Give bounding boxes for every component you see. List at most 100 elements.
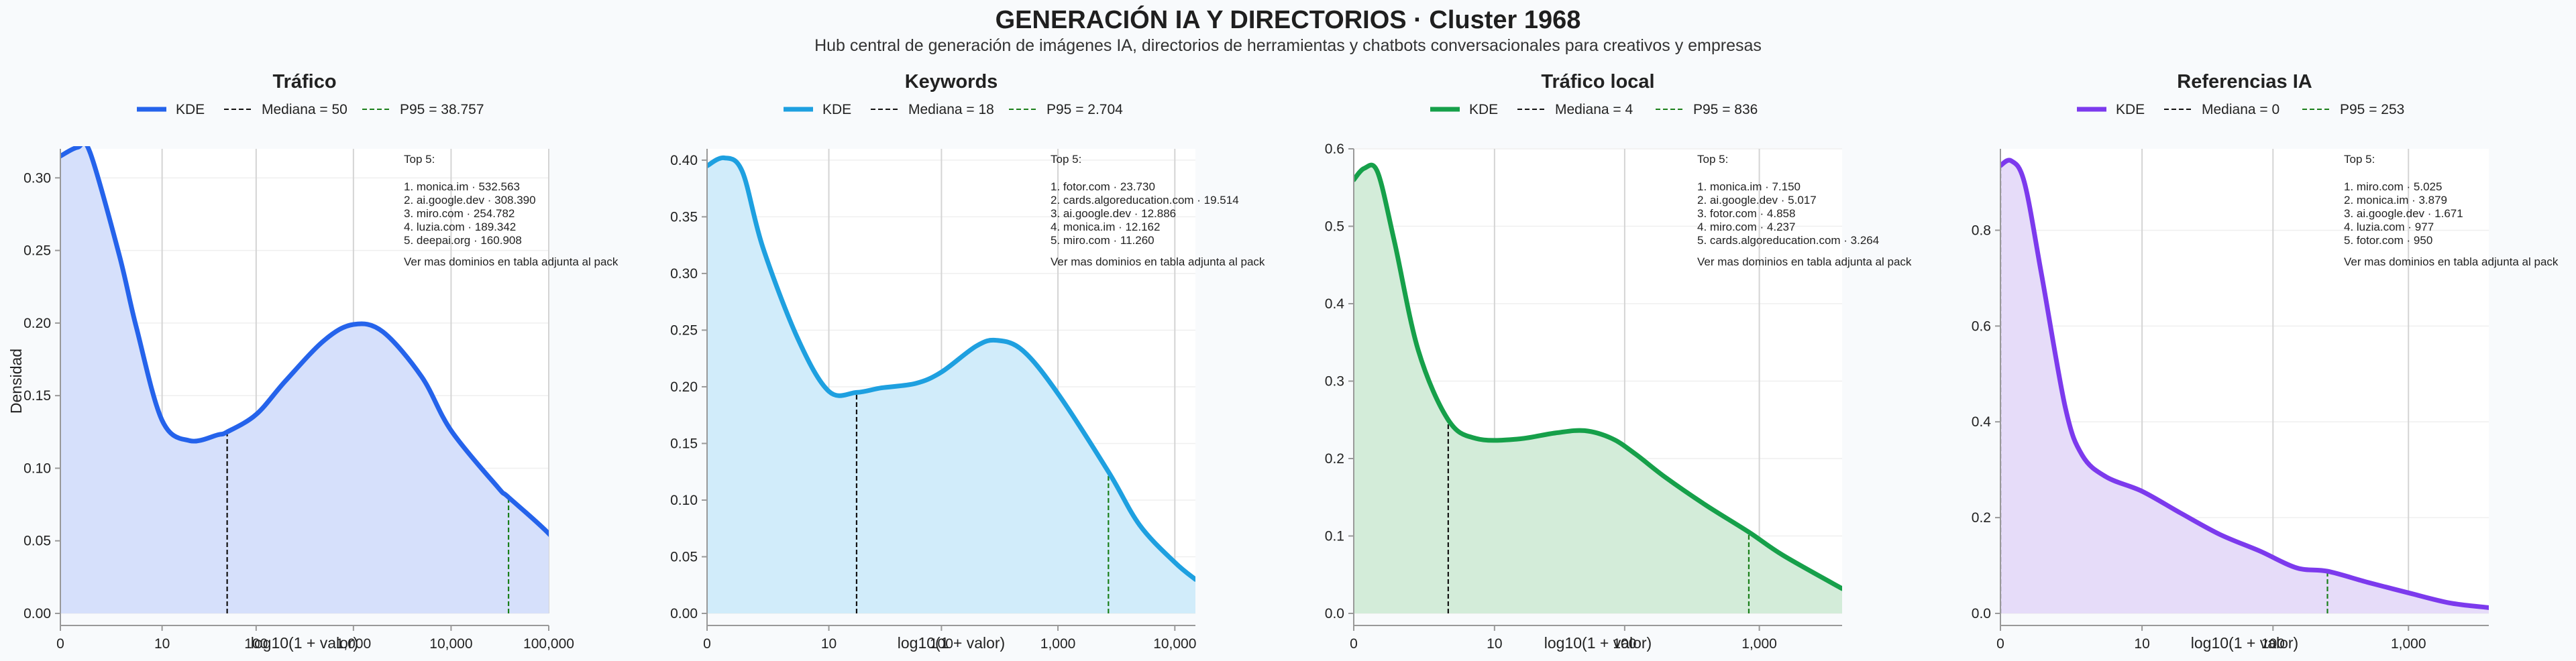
y-tick-label: 0.05 (23, 534, 51, 549)
x-tick-label: 10,000 (429, 636, 472, 652)
legend-p95-label: P95 = 836 (1693, 102, 1758, 117)
legend: KDE Mediana = 18 P95 = 2.704 (784, 102, 1123, 117)
top5-footer: Ver mas dominios en tabla adjunta al pac… (1697, 255, 1912, 268)
legend-p95-label: P95 = 2.704 (1046, 102, 1123, 117)
kde-area (2000, 160, 2489, 613)
x-tick-label: 100 (2261, 636, 2285, 652)
top5-item: 4. luzia.com · 977 (2344, 221, 2434, 233)
y-tick-label: 0.00 (23, 606, 51, 621)
x-tick-label: 10 (821, 636, 837, 652)
top5-item: 4. luzia.com · 189.342 (404, 221, 516, 233)
y-tick-label: 0.5 (1325, 219, 1344, 235)
y-tick-label: 0.3 (1325, 374, 1344, 389)
chart-panel-4: 0.0 0.2 0.4 0.6 0.8 0 10 100 1,000 Referencias IA… (1972, 71, 2559, 652)
top5-heading: Top 5: (404, 153, 435, 166)
top5-item: 1. monica.im · 532.563 (404, 180, 520, 193)
y-tick-label: 0.0 (1325, 606, 1344, 621)
legend-kde-label: KDE (1469, 102, 1498, 117)
top5-item: 2. ai.google.dev · 308.390 (404, 194, 536, 206)
legend-kde-label: KDE (822, 102, 851, 117)
y-tick-label: 0.25 (670, 322, 698, 338)
x-tick-label: 100,000 (523, 636, 574, 652)
y-tick-label: 0.00 (670, 606, 698, 621)
x-tick-label: 100 (1613, 636, 1636, 652)
legend-median-label: Mediana = 4 (1555, 102, 1633, 117)
panel-title: Referencias IA (2177, 71, 2312, 93)
x-tick-label: 0 (703, 636, 711, 652)
y-tick-label: 0.40 (670, 153, 698, 168)
top5-item: 2. ai.google.dev · 5.017 (1697, 194, 1817, 206)
plot-content (60, 146, 549, 613)
legend: KDE Mediana = 0 P95 = 253 (2077, 102, 2404, 117)
y-tick-label: 0.8 (1972, 223, 1991, 238)
top5-heading: Top 5: (1697, 153, 1728, 166)
legend-median-label: Mediana = 0 (2202, 102, 2279, 117)
top5-item: 2. cards.algoreducation.com · 19.514 (1051, 194, 1239, 206)
chart-panel-2: 0.00 0.05 0.10 0.15 0.20 0.25 0.30 0.35 0.40 0 10 1… (670, 71, 1265, 652)
x-tick-label: 100 (930, 636, 953, 652)
kde-line (60, 146, 549, 537)
top5-heading: Top 5: (2344, 153, 2375, 166)
kde-area (707, 158, 1195, 613)
y-tick-label: 0.4 (1972, 414, 1992, 430)
y-tick-label: 0.2 (1325, 451, 1344, 467)
x-tick-label: 10,000 (1153, 636, 1196, 652)
figure-title: GENERACIÓN IA Y DIRECTORIOS · Cluster 19… (996, 5, 1581, 34)
legend-p95-label: P95 = 253 (2340, 102, 2404, 117)
legend: KDE Mediana = 50 P95 = 38.757 (137, 102, 484, 117)
x-axis-label: log10(1 + valor) (251, 634, 358, 652)
top5-item: 3. miro.com · 254.782 (404, 207, 515, 220)
kde-line (707, 155, 1195, 582)
x-tick-label: 1,000 (1040, 636, 1076, 652)
x-axis-label: log10(1 + valor) (1544, 634, 1652, 652)
top5-footer: Ver mas dominios en tabla adjunta al pac… (404, 255, 619, 268)
x-tick-label: 0 (56, 636, 64, 652)
legend-p95-label: P95 = 38.757 (400, 102, 484, 117)
legend-median-label: Mediana = 18 (908, 102, 994, 117)
top5-item: 2. monica.im · 3.879 (2344, 194, 2447, 206)
y-tick-label: 0.4 (1325, 296, 1345, 312)
top5-footer: Ver mas dominios en tabla adjunta al pac… (2344, 255, 2559, 268)
kde-area (1354, 165, 1842, 613)
y-tick-label: 0.6 (1972, 318, 1991, 334)
y-tick-label: 0.05 (670, 549, 698, 564)
y-tick-label: 0.25 (23, 243, 51, 259)
y-tick-label: 0.1 (1325, 529, 1344, 544)
plot-content (707, 155, 1195, 613)
x-axis-label: log10(1 + valor) (898, 634, 1005, 652)
legend-kde-label: KDE (176, 102, 205, 117)
x-tick-label: 10 (1487, 636, 1502, 652)
legend-median-label: Mediana = 50 (262, 102, 347, 117)
legend: KDE Mediana = 4 P95 = 836 (1430, 102, 1758, 117)
panel-title: Keywords (905, 71, 998, 93)
top5-item: 3. ai.google.dev · 1.671 (2344, 207, 2463, 220)
panel-title: Tráfico (272, 71, 336, 93)
chart-panel-1: 0.00 0.05 0.10 0.15 0.20 0.25 0.30 0 10 100 1,000 1… (7, 71, 619, 652)
y-tick-label: 0.2 (1972, 510, 1991, 526)
y-axis-label: Densidad (7, 349, 25, 414)
x-tick-label: 0 (1996, 636, 2004, 652)
top5-item: 4. miro.com · 4.237 (1697, 221, 1795, 233)
top5-heading: Top 5: (1051, 153, 1081, 166)
y-tick-label: 0.30 (23, 170, 51, 186)
top5-item: 5. cards.algoreducation.com · 3.264 (1697, 234, 1879, 247)
panel-title: Tráfico local (1541, 71, 1654, 93)
top5-item: 5. fotor.com · 950 (2344, 234, 2432, 247)
top5-item: 1. fotor.com · 23.730 (1051, 180, 1155, 193)
x-tick-label: 1,000 (336, 636, 372, 652)
chart-panel-3: 0.0 0.1 0.2 0.3 0.4 0.5 0.6 0 10 100 1,000 Tráfico … (1325, 71, 1912, 652)
y-tick-label: 0.10 (23, 461, 51, 476)
y-tick-label: 0.20 (670, 379, 698, 395)
y-tick-label: 0.10 (670, 493, 698, 508)
top5-item: 1. miro.com · 5.025 (2344, 180, 2442, 193)
y-tick-label: 0.35 (670, 209, 698, 225)
y-tick-label: 0.30 (670, 266, 698, 282)
x-axis-label: log10(1 + valor) (2191, 634, 2298, 652)
plot-content (2000, 158, 2489, 613)
y-tick-label: 0.6 (1325, 141, 1344, 157)
top5-item: 4. monica.im · 12.162 (1051, 221, 1160, 233)
